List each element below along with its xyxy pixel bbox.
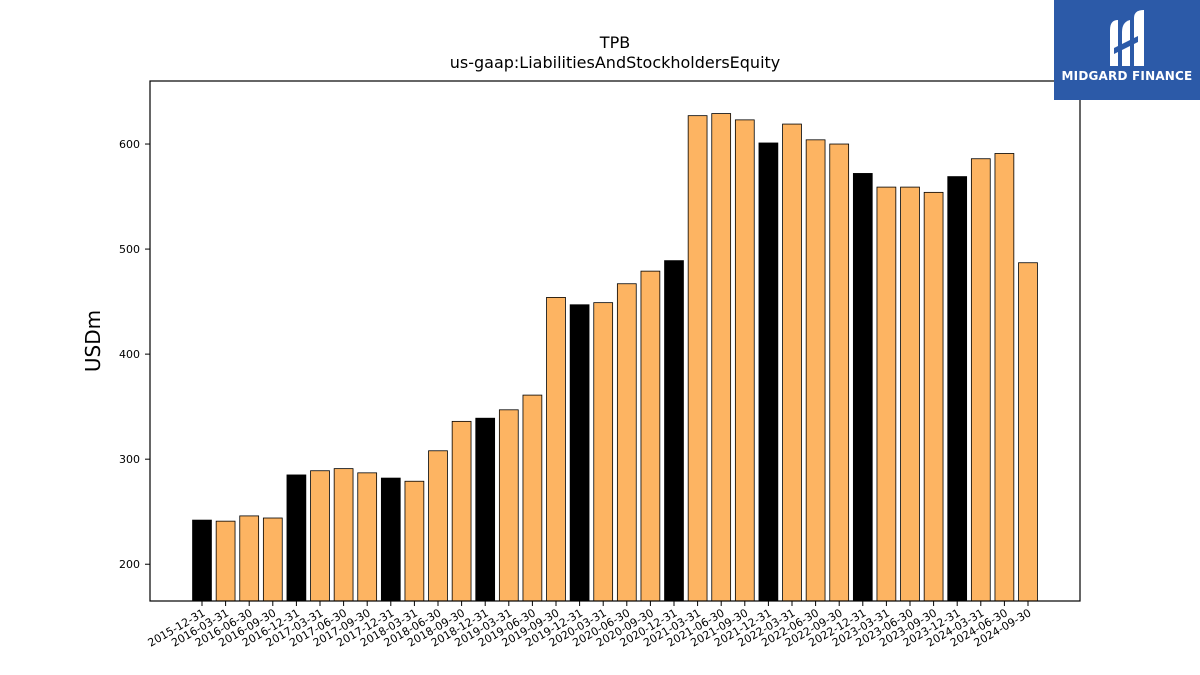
midgard-logo: MIDGARD FINANCE	[1054, 0, 1200, 100]
bar-2015-12-31	[192, 519, 212, 602]
bar-2021-09-30	[734, 119, 755, 602]
bar-2018-12-31	[475, 417, 496, 602]
bar-2019-09-30	[546, 297, 566, 602]
bar-2021-06-30	[711, 113, 732, 602]
bar-2023-06-30	[900, 186, 920, 602]
bar-2016-03-31	[215, 520, 236, 602]
y-tick-label: 300	[119, 453, 140, 466]
bar-2017-12-31	[380, 477, 401, 602]
bar-2020-12-31	[664, 260, 684, 602]
y-tick-label: 400	[119, 348, 140, 361]
bar-2023-12-31	[947, 176, 968, 602]
y-tick-label: 200	[119, 558, 140, 571]
bar-2018-06-30	[428, 450, 448, 602]
bar-2018-03-31	[404, 480, 425, 602]
logo-text: MIDGARD FINANCE	[1061, 69, 1193, 83]
bar-2022-03-31	[782, 123, 802, 602]
y-tick-label: 500	[119, 243, 140, 256]
bar-2023-03-31	[876, 186, 897, 602]
bar-2019-06-30	[522, 394, 543, 602]
plot-frame	[149, 80, 1081, 602]
bar-2022-06-30	[805, 139, 826, 602]
y-tick-label: 600	[119, 138, 140, 151]
bar-2016-12-31	[286, 474, 307, 602]
bar-2016-09-30	[262, 517, 283, 602]
bar-2024-09-30	[1018, 262, 1038, 602]
bar-2017-03-31	[310, 470, 330, 602]
chart-subtitle: us-gaap:LiabilitiesAndStockholdersEquity	[450, 53, 781, 72]
bar-2022-12-31	[852, 173, 873, 602]
chart-title: TPB	[599, 33, 630, 52]
midgard-logo-icon	[1110, 10, 1144, 66]
bar-2018-09-30	[451, 420, 472, 602]
bar-2021-03-31	[687, 115, 708, 602]
bar-2019-03-31	[498, 409, 519, 602]
bars-group	[192, 113, 1038, 602]
bar-2021-12-31	[758, 142, 779, 602]
bar-2024-03-31	[970, 158, 991, 602]
bar-2019-12-31	[569, 304, 590, 602]
bar-2020-06-30	[616, 283, 637, 602]
bar-2024-06-30	[994, 153, 1015, 602]
bar-2016-06-30	[239, 515, 260, 602]
bar-2020-09-30	[640, 270, 661, 602]
bar-2022-09-30	[829, 143, 850, 602]
x-ticks-group: 2015-12-312016-03-312016-06-302016-09-30…	[146, 601, 1034, 650]
bar-2017-09-30	[357, 472, 378, 602]
y-axis-label: USDm	[81, 310, 105, 372]
bar-2017-06-30	[333, 468, 354, 602]
bar-2020-03-31	[593, 302, 614, 602]
y-ticks-group: 200 300 400 500 600	[119, 138, 150, 571]
bar-2023-09-30	[923, 191, 944, 602]
